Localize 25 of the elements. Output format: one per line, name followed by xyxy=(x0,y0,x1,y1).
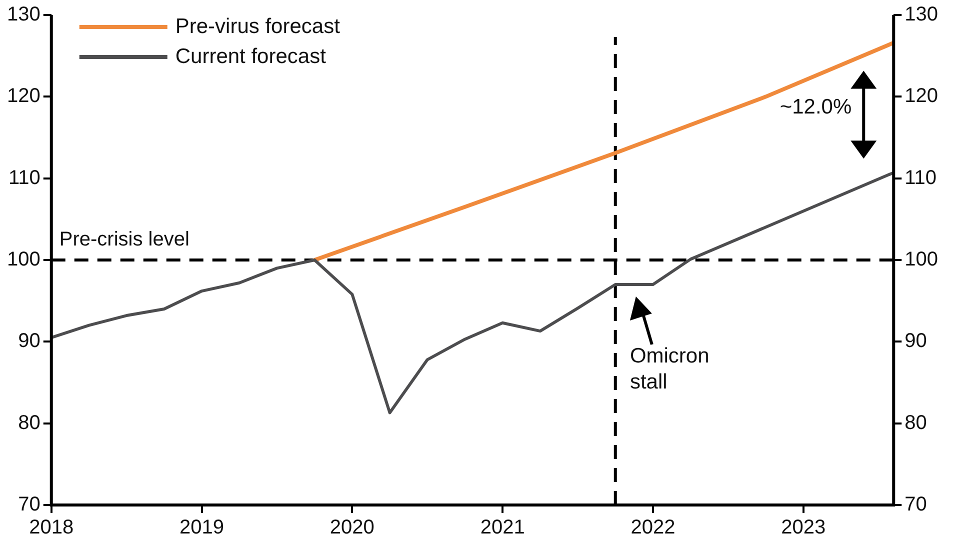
y2-tick-label: 80 xyxy=(904,412,927,434)
legend-label: Current forecast xyxy=(175,44,326,68)
x-tick-label: 2021 xyxy=(480,516,525,539)
x-tick-label: 2020 xyxy=(330,516,374,539)
ref-line-label: Pre-crisis level xyxy=(59,228,190,251)
y2-tick-label: 70 xyxy=(904,494,927,516)
y2-tick-label: 90 xyxy=(904,330,927,352)
y-tick-label: 120 xyxy=(6,85,40,108)
y-tick-label: 110 xyxy=(8,166,40,189)
annotation: Omicron stall xyxy=(630,344,710,394)
y-tick-label: 90 xyxy=(18,330,40,352)
y-tick-label: 70 xyxy=(18,494,40,516)
y-tick-label: 100 xyxy=(6,248,40,271)
x-tick-label: 2023 xyxy=(781,516,826,539)
y2-tick-label: 120 xyxy=(904,85,938,108)
x-tick-label: 2019 xyxy=(180,516,224,539)
legend-label: Pre-virus forecast xyxy=(175,14,340,38)
y-tick-label: 130 xyxy=(6,4,40,26)
annotation: ~12.0% xyxy=(780,95,852,118)
y2-tick-label: 100 xyxy=(904,248,938,271)
y2-tick-label: 130 xyxy=(904,4,938,26)
y2-tick-label: 110 xyxy=(904,166,937,189)
x-tick-label: 2022 xyxy=(630,516,676,539)
x-tick-label: 2018 xyxy=(29,516,74,539)
y-tick-label: 80 xyxy=(18,412,40,434)
